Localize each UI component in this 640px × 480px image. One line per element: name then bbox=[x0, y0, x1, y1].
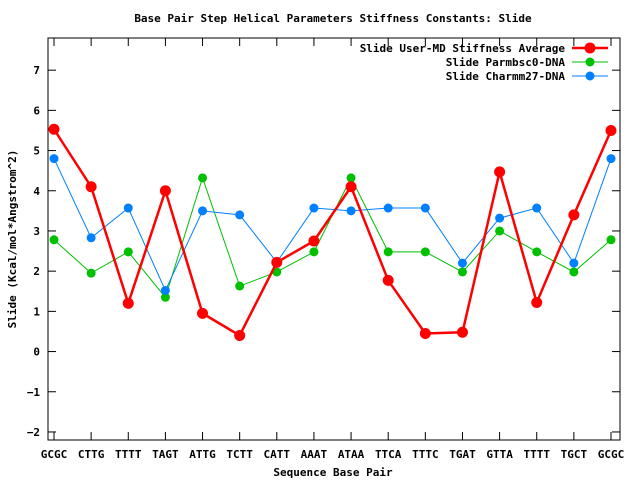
data-point bbox=[309, 247, 319, 257]
data-point bbox=[532, 203, 542, 213]
series-line bbox=[52, 128, 613, 338]
data-point bbox=[532, 247, 542, 257]
legend-marker bbox=[585, 57, 595, 67]
data-point bbox=[159, 185, 171, 197]
data-point bbox=[123, 203, 133, 213]
data-point bbox=[345, 181, 357, 193]
legend-label: Slide Parmbsc0-DNA bbox=[446, 56, 566, 69]
data-point bbox=[495, 226, 505, 236]
y-tick-label: 3 bbox=[33, 225, 40, 238]
y-axis-label: Slide (Kcal/mol*Angstrom^2) bbox=[6, 150, 19, 329]
series-line bbox=[53, 176, 612, 299]
data-point bbox=[569, 258, 579, 268]
series-layer bbox=[48, 123, 617, 341]
data-point bbox=[606, 235, 616, 245]
x-tick-label: GCGC bbox=[598, 448, 625, 461]
data-point bbox=[346, 206, 356, 216]
data-point bbox=[308, 235, 320, 247]
x-axis-label: Sequence Base Pair bbox=[273, 466, 393, 479]
data-point bbox=[309, 203, 319, 213]
x-tick-label: TTCA bbox=[375, 448, 402, 461]
legend-marker bbox=[584, 42, 596, 54]
data-point bbox=[198, 173, 208, 183]
legend-label: Slide Charmm27-DNA bbox=[446, 70, 566, 83]
x-tick-label: GTTA bbox=[486, 448, 513, 461]
data-point bbox=[420, 203, 430, 213]
data-point bbox=[160, 292, 170, 302]
x-tick-label: AAAT bbox=[301, 448, 328, 461]
data-point bbox=[495, 213, 505, 223]
x-axis: GCGC CTTG TTTT TAGT ATTG TCTT CATT AAAT ATAA TTCA… bbox=[41, 38, 625, 461]
data-point bbox=[85, 181, 97, 193]
x-tick-label: CATT bbox=[264, 448, 291, 461]
data-point bbox=[457, 267, 467, 277]
data-point bbox=[531, 297, 543, 309]
data-point bbox=[160, 285, 170, 295]
data-point bbox=[383, 203, 393, 213]
plot-frame bbox=[47, 37, 621, 441]
x-tick-label: TTTT bbox=[523, 448, 550, 461]
y-tick-label: 0 bbox=[33, 346, 40, 359]
x-tick-label: TCTT bbox=[226, 448, 253, 461]
data-point bbox=[123, 247, 133, 257]
data-point bbox=[419, 327, 431, 339]
data-point bbox=[568, 209, 580, 221]
y-axis: −2 −1 0 1 2 3 4 5 6 7 bbox=[27, 64, 620, 439]
data-point bbox=[494, 166, 506, 178]
x-tick-label: TGCT bbox=[561, 448, 588, 461]
data-point bbox=[235, 210, 245, 220]
y-tick-label: 5 bbox=[33, 145, 40, 158]
y-tick-label: 1 bbox=[33, 305, 40, 318]
y-tick-label: 2 bbox=[33, 265, 40, 278]
data-point bbox=[86, 233, 96, 243]
x-tick-label: GCGC bbox=[41, 448, 68, 461]
y-tick-label: 6 bbox=[33, 104, 40, 117]
data-point bbox=[456, 326, 468, 338]
y-tick-label: −2 bbox=[27, 426, 40, 439]
data-point bbox=[86, 268, 96, 278]
x-tick-label: TTTT bbox=[115, 448, 142, 461]
data-point bbox=[605, 124, 617, 136]
legend-marker bbox=[585, 71, 595, 81]
data-point bbox=[235, 281, 245, 291]
legend-label: Slide User-MD Stiffness Average bbox=[360, 42, 566, 55]
x-tick-label: TAGT bbox=[152, 448, 179, 461]
y-tick-label: 7 bbox=[33, 64, 40, 77]
chart-title: Base Pair Step Helical Parameters Stiffn… bbox=[134, 12, 532, 25]
data-point bbox=[606, 154, 616, 164]
x-tick-label: TTTC bbox=[412, 448, 439, 461]
data-point bbox=[420, 247, 430, 257]
y-tick-label: 4 bbox=[33, 185, 40, 198]
data-point bbox=[234, 329, 246, 341]
data-point bbox=[49, 235, 59, 245]
data-point bbox=[49, 154, 59, 164]
y-tick-label: −1 bbox=[27, 386, 41, 399]
x-tick-label: ATAA bbox=[338, 448, 365, 461]
x-tick-label: TGAT bbox=[449, 448, 476, 461]
data-point bbox=[272, 267, 282, 277]
data-point bbox=[198, 206, 208, 216]
data-point bbox=[569, 267, 579, 277]
data-point bbox=[383, 247, 393, 257]
data-point bbox=[122, 297, 134, 309]
x-tick-label: ATTG bbox=[189, 448, 216, 461]
data-point bbox=[48, 123, 60, 135]
data-point bbox=[457, 258, 467, 268]
data-point bbox=[346, 173, 356, 183]
x-tick-label: CTTG bbox=[78, 448, 105, 461]
data-point bbox=[271, 256, 283, 268]
data-point bbox=[382, 274, 394, 286]
data-point bbox=[197, 307, 209, 319]
